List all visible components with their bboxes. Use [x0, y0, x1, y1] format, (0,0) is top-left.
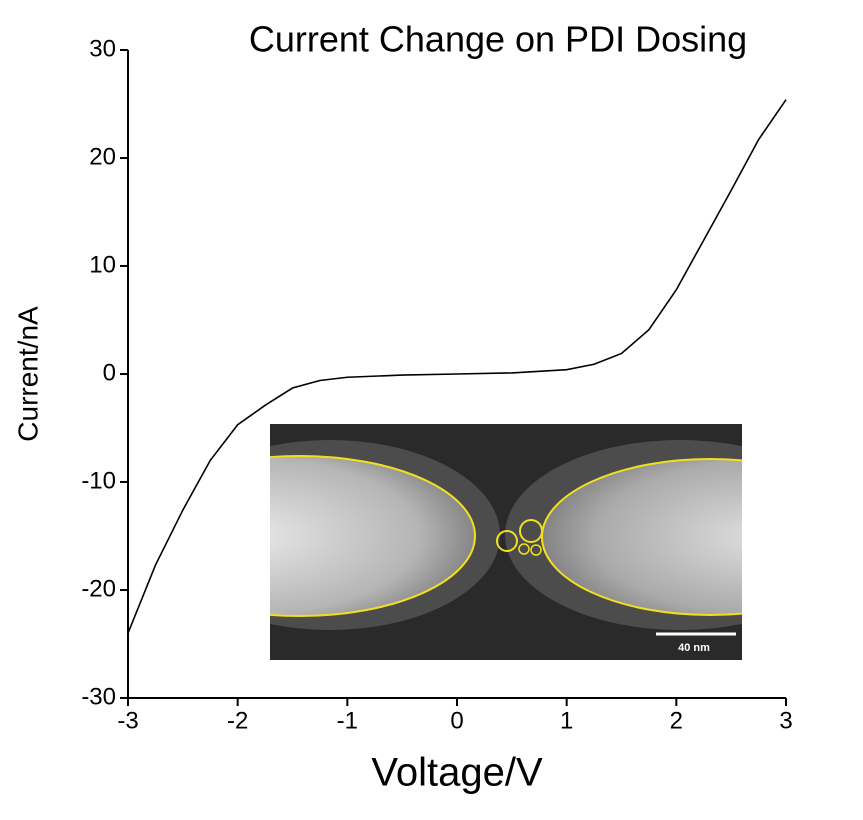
scale-bar-label: 40 nm: [678, 642, 710, 654]
y-tick-label: 0: [103, 359, 116, 386]
y-tick-label: -10: [81, 467, 116, 494]
y-tick-label: 10: [89, 251, 116, 278]
x-tick-label: 0: [450, 707, 463, 734]
x-tick-label: -2: [227, 707, 248, 734]
y-tick-label: -30: [81, 683, 116, 710]
x-tick-label: 1: [560, 707, 573, 734]
y-tick-label: -20: [81, 575, 116, 602]
y-tick-label: 30: [89, 35, 116, 62]
inset-image: 40 nm: [270, 424, 742, 660]
chart-title: Current Change on PDI Dosing: [249, 19, 747, 60]
data-line: [127, 99, 787, 634]
y-axis-label: Current/nA: [12, 306, 43, 442]
x-tick-label: -1: [337, 707, 358, 734]
y-tick-label: 20: [89, 143, 116, 170]
x-tick-label: 2: [670, 707, 683, 734]
x-axis-label: Voltage/V: [371, 751, 543, 795]
x-tick-label: 3: [779, 707, 792, 734]
x-tick-label: -3: [117, 707, 138, 734]
